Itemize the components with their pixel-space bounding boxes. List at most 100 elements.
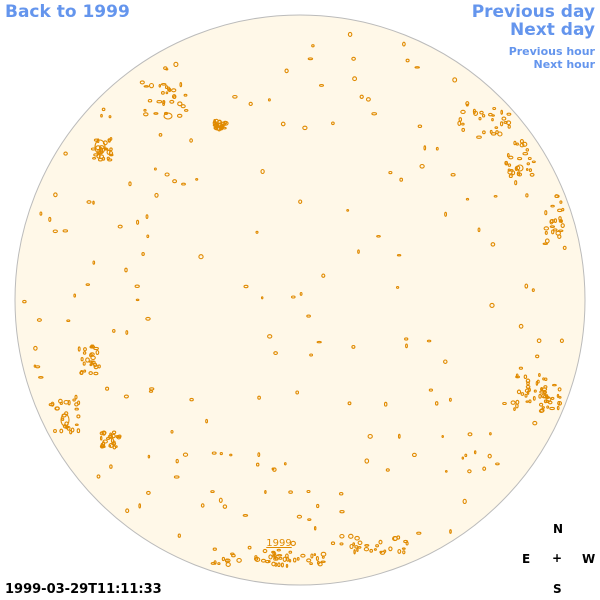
contour-mark (108, 115, 112, 119)
contour-mark (82, 351, 87, 355)
contour-mark (476, 135, 482, 139)
contour-mark (538, 373, 541, 377)
contour-mark (513, 407, 516, 411)
contour-mark (225, 562, 231, 567)
contour-mark (148, 82, 155, 89)
contour-mark (518, 323, 524, 329)
contour-mark (302, 125, 308, 131)
contour-mark (528, 399, 532, 404)
back-to-year-link[interactable]: Back to 1999 (5, 2, 130, 22)
contour-mark (214, 121, 218, 126)
contour-mark (519, 142, 525, 148)
contour-mark (435, 146, 439, 151)
contour-mark (402, 41, 406, 47)
contour-mark (273, 351, 278, 356)
contour-mark (143, 85, 150, 88)
contour-mark (517, 156, 523, 161)
contour-mark (487, 453, 492, 459)
contour-mark (299, 291, 303, 296)
contour-mark (107, 158, 113, 162)
year-link[interactable]: 1999 (266, 538, 291, 549)
contour-mark (402, 550, 406, 555)
compass-center: + (552, 551, 563, 565)
contour-mark (153, 112, 159, 115)
contour-mark (527, 156, 532, 161)
observation-timestamp: 1999-03-29T11:11:33 (5, 582, 162, 597)
contour-mark (321, 555, 325, 559)
contour-mark (515, 403, 519, 409)
contour-mark (452, 77, 458, 83)
contour-mark (164, 172, 170, 177)
contour-mark (318, 83, 325, 87)
compass-south: S (553, 582, 562, 596)
contour-mark (173, 61, 179, 68)
contour-mark (522, 152, 529, 156)
contour-mark (491, 118, 494, 122)
contour-mark (115, 434, 120, 439)
contour-mark (388, 170, 393, 175)
contour-mark (448, 397, 452, 402)
contour-mark (183, 93, 188, 97)
contour-mark (101, 107, 106, 112)
contour-mark (272, 467, 277, 472)
contour-mark (296, 514, 303, 519)
contour-mark (557, 234, 562, 239)
contour-mark (109, 137, 113, 141)
contour-mark (290, 295, 296, 299)
contour-mark (143, 108, 147, 112)
next-day-link[interactable]: Next day (510, 20, 595, 40)
contour-mark (107, 434, 114, 439)
contour-mark (443, 359, 448, 364)
contour-mark (76, 428, 81, 434)
contour-mark (423, 145, 427, 151)
contour-mark (508, 155, 514, 160)
contour-mark (66, 319, 71, 323)
contour-mark (529, 172, 535, 177)
contour-mark (364, 458, 370, 464)
contour-mark (502, 401, 507, 406)
contour-mark (292, 557, 297, 563)
contour-mark (542, 242, 549, 246)
contour-mark (356, 547, 359, 553)
contour-mark (179, 81, 183, 88)
contour-mark (357, 540, 363, 546)
contour-mark (146, 234, 150, 239)
contour-mark (461, 127, 466, 132)
contour-mark (348, 533, 354, 539)
contour-mark (525, 378, 531, 384)
contour-mark (365, 97, 371, 102)
contour-mark (501, 116, 507, 121)
previous-hour-link[interactable]: Previous hour (508, 45, 595, 58)
magnetogram-contours (22, 31, 567, 568)
contour-mark (264, 489, 267, 495)
contour-mark (357, 546, 362, 549)
previous-day-link[interactable]: Previous day (471, 2, 595, 22)
contour-mark (296, 557, 300, 561)
contour-mark (195, 178, 199, 181)
contour-mark (549, 219, 555, 224)
contour-mark (267, 559, 271, 563)
contour-mark (321, 273, 326, 278)
contour-mark (313, 525, 317, 531)
contour-mark (559, 338, 564, 344)
contour-mark (163, 66, 168, 70)
contour-mark (210, 561, 216, 565)
next-hour-link[interactable]: Next hour (533, 58, 596, 71)
contour-mark (290, 540, 296, 547)
contour-mark (557, 208, 563, 213)
contour-mark (198, 254, 204, 260)
contour-mark (385, 468, 390, 472)
contour-mark (363, 547, 370, 552)
contour-mark (467, 432, 473, 437)
contour-mark (515, 373, 519, 378)
contour-mark (89, 363, 93, 367)
contour-mark (494, 126, 499, 129)
contour-mark (353, 549, 356, 555)
contour-mark (544, 210, 548, 216)
contour-mark (128, 181, 132, 187)
contour-mark (169, 99, 175, 104)
contour-mark (397, 548, 402, 554)
contour-mark (535, 380, 539, 386)
contour-mark (397, 433, 401, 439)
contour-mark (541, 393, 547, 399)
